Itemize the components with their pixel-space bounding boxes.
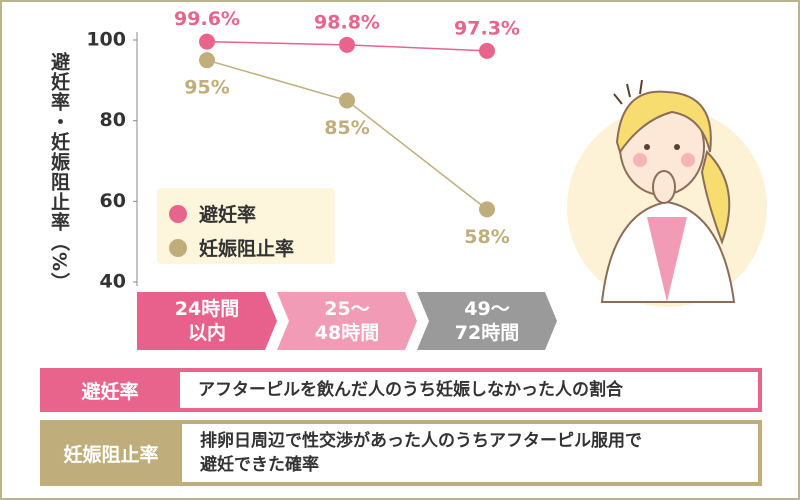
legend-label: 避妊率 (199, 204, 257, 226)
legend-item: 妊娠阻止率 (169, 234, 294, 261)
category-arrow (277, 292, 417, 350)
category-arrow (417, 292, 557, 350)
legend-swatch (169, 238, 187, 257)
definition-term: 妊娠阻止率 (63, 443, 159, 466)
data-point (199, 52, 215, 69)
category-arrow (137, 292, 277, 350)
data-label: 85% (324, 117, 369, 139)
illustration (567, 79, 767, 307)
data-point (479, 42, 495, 59)
definition-term: 避妊率 (81, 380, 139, 403)
legend-label: 妊娠阻止率 (199, 238, 295, 260)
legend: 避妊率 妊娠阻止率 (157, 188, 335, 264)
data-label: 99.6% (174, 8, 240, 30)
definition-row: 避妊率 アフターピルを飲んだ人のうち妊娠しなかった人の割合 (40, 368, 762, 412)
data-point (339, 36, 355, 53)
data-label: 97.3% (454, 17, 520, 39)
data-label: 95% (184, 77, 229, 99)
definition-description: アフターピルを飲んだ人のうち妊娠しなかった人の割合 (180, 372, 758, 408)
y-tick-label: 100 (86, 29, 126, 51)
definition-row: 妊娠阻止率 排卵日周辺で性交渉があった人のうちアフターピル服用で 避妊できた確率 (40, 420, 762, 486)
data-label: 98.8% (314, 11, 380, 33)
data-point (339, 92, 355, 109)
y-axis-label: 避妊率・妊娠阻止率（%） (48, 52, 70, 293)
data-label: 58% (464, 226, 509, 248)
x-tick-label: 25〜 48時間 (314, 298, 380, 344)
y-tick-label: 60 (100, 190, 126, 212)
definition-description: 排卵日周辺で性交渉があった人のうちアフターピル服用で 避妊できた確率 (182, 424, 758, 482)
x-tick-label: 24時間 以内 (174, 298, 240, 344)
y-tick-label: 80 (100, 109, 126, 131)
data-point (199, 33, 215, 50)
y-tick-label: 40 (100, 271, 126, 293)
data-point (479, 201, 495, 218)
legend-swatch (169, 204, 187, 223)
x-tick-label: 49〜 72時間 (454, 298, 520, 344)
legend-item: 避妊率 (169, 200, 256, 227)
